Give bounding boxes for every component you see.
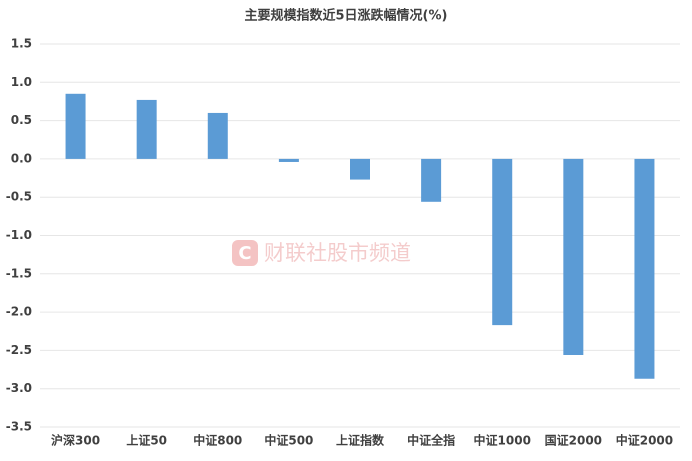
- y-tick-label: 1.0: [11, 75, 32, 89]
- x-tick-label: 上证50: [126, 433, 167, 448]
- x-tick-label: 中证2000: [616, 433, 673, 448]
- x-tick-label: 沪深300: [51, 433, 100, 448]
- bar: [421, 158, 442, 202]
- watermark: C 财联社股市频道: [232, 240, 411, 266]
- x-tick-label: 中证1000: [474, 433, 531, 448]
- x-tick-label: 上证指数: [336, 433, 385, 448]
- y-tick-label: -3.5: [6, 420, 32, 434]
- chart-title: 主要规模指数近5日涨跌幅情况(%): [245, 8, 448, 24]
- y-tick-label: 0.0: [11, 151, 32, 165]
- watermark-logo-letter: C: [238, 243, 251, 264]
- bar: [350, 158, 370, 180]
- x-tick-label: 中证全指: [407, 433, 455, 448]
- x-tick-label: 中证800: [193, 433, 242, 448]
- y-tick-label: -1.0: [6, 228, 32, 242]
- y-tick-label: -0.5: [6, 190, 32, 204]
- bar: [136, 99, 157, 159]
- x-tick-label: 国证2000: [545, 434, 602, 448]
- watermark-text: 财联社股市频道: [264, 241, 411, 265]
- y-tick-label: -1.5: [6, 266, 32, 280]
- y-tick-label: -2.0: [6, 305, 32, 319]
- y-tick-label: -2.5: [6, 343, 32, 357]
- x-tick-label: 中证500: [264, 433, 313, 448]
- y-tick-label: -3.0: [6, 381, 32, 395]
- y-tick-label: 0.5: [11, 113, 32, 127]
- bar: [278, 158, 299, 162]
- bar: [207, 112, 228, 159]
- bar: [563, 158, 584, 355]
- bar: [634, 158, 655, 379]
- bar: [65, 93, 86, 159]
- watermark-logo: [232, 240, 258, 266]
- y-tick-label: 1.5: [11, 37, 32, 51]
- bar: [492, 158, 513, 326]
